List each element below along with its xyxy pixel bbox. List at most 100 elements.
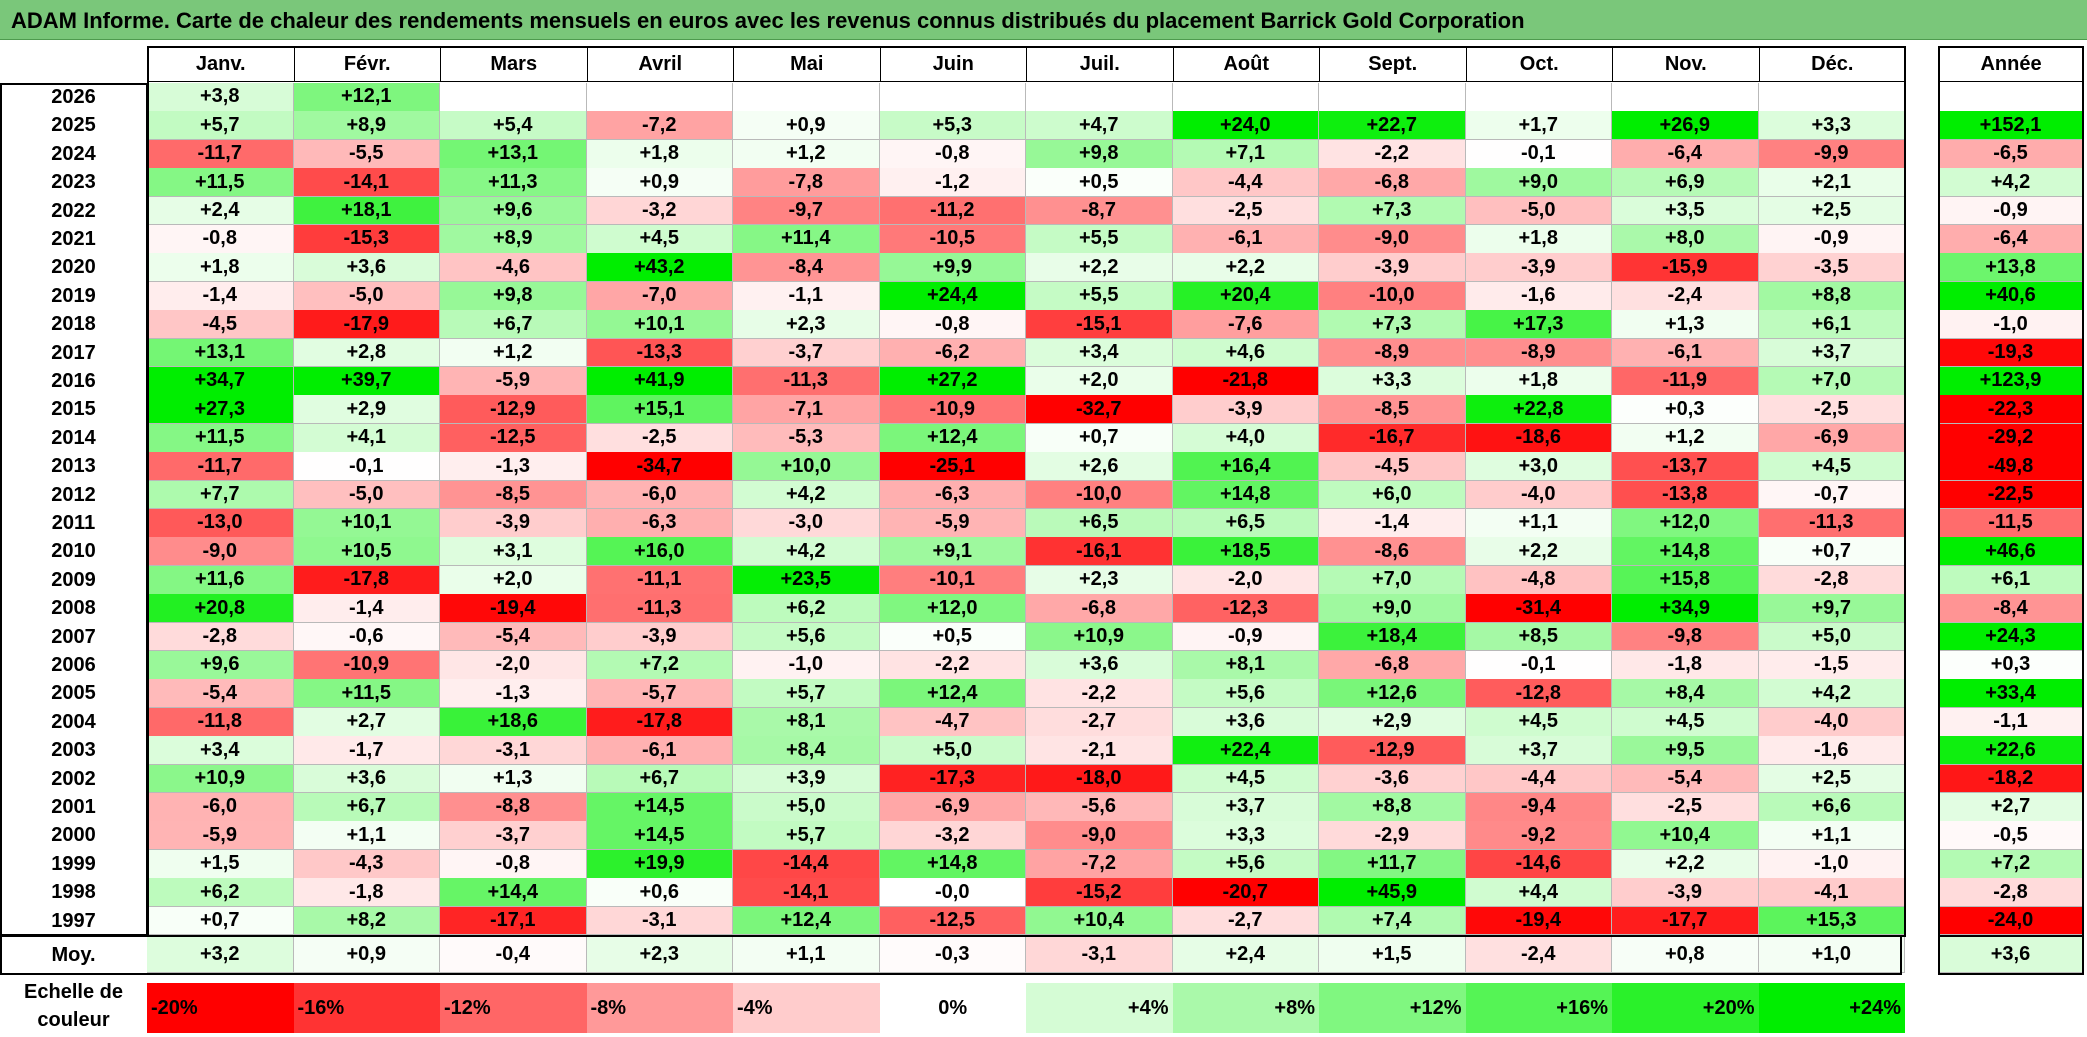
heatmap-cell: +10,1	[586, 310, 733, 340]
heatmap-cell: -2,9	[1319, 821, 1466, 851]
row-label: 2022	[0, 196, 147, 226]
heatmap-cell: -0,1	[1465, 139, 1612, 169]
heatmap-cell: -6,1	[586, 736, 733, 766]
title-bar: ADAM Informe. Carte de chaleur des rende…	[0, 0, 2087, 40]
legend-swatch: 0%	[879, 983, 1026, 1033]
heatmap-cell: +7,0	[1319, 565, 1466, 595]
heatmap-cell: -4,3	[293, 849, 440, 879]
heatmap-cell: -17,8	[586, 707, 733, 737]
heatmap-cell: +1,8	[147, 253, 294, 283]
heatmap-cell: +3,6	[1026, 651, 1173, 680]
heatmap-cell: -1,8	[293, 878, 440, 908]
heatmap-cell: +2,0	[1026, 367, 1173, 396]
chart-title: ADAM Informe. Carte de chaleur des rende…	[11, 8, 1525, 33]
heatmap-cell: +18,4	[1319, 622, 1466, 652]
average-row-label: Moy.	[0, 937, 147, 973]
heatmap-cell: -3,9	[1465, 253, 1612, 283]
heatmap-cell: -11,8	[147, 707, 294, 737]
heatmap-cell	[1465, 83, 1612, 112]
average-cell: +1,5	[1319, 937, 1466, 973]
heatmap-cell: +4,4	[1465, 878, 1612, 908]
heatmap-cell: +4,5	[1758, 452, 1905, 482]
heatmap-cell: -17,8	[293, 565, 440, 595]
heatmap-cell: -13,0	[147, 509, 294, 538]
heatmap-cell: -6,3	[586, 509, 733, 538]
row-label: 1999	[0, 849, 147, 879]
heatmap-cell: -25,1	[879, 452, 1026, 482]
heatmap-cell: +41,9	[586, 367, 733, 396]
column-header: Déc.	[1758, 46, 1906, 82]
heatmap-cell: +4,2	[733, 480, 880, 510]
heatmap-cell: +5,7	[733, 679, 880, 709]
heatmap-cell: +3,6	[1172, 707, 1319, 737]
heatmap-cell: +2,6	[1026, 452, 1173, 482]
heatmap-cell: -0,1	[293, 452, 440, 482]
year-total-cell: -2,8	[1938, 878, 2084, 908]
heatmap-cell: -7,6	[1172, 310, 1319, 340]
heatmap-cell: -15,3	[293, 225, 440, 254]
year-column-header: Année	[1938, 46, 2084, 82]
row-label: 2000	[0, 821, 147, 851]
heatmap-cell: -13,8	[1612, 480, 1759, 510]
heatmap-cell: +2,2	[1026, 253, 1173, 283]
heatmap-cell: -6,1	[1172, 225, 1319, 254]
heatmap-cell: +8,8	[1319, 793, 1466, 822]
row-label: 2007	[0, 622, 147, 652]
heatmap-cell: +14,8	[1172, 480, 1319, 510]
heatmap-cell: +20,4	[1172, 281, 1319, 311]
heatmap-cell: -0,0	[879, 878, 1026, 908]
heatmap-cell: +3,1	[440, 537, 587, 567]
heatmap-cell: +7,0	[1758, 367, 1905, 396]
heatmap-cell: -7,8	[733, 168, 880, 198]
heatmap-cell: -10,1	[879, 565, 1026, 595]
row-label: 2025	[0, 111, 147, 141]
heatmap-cell: +5,5	[1026, 281, 1173, 311]
heatmap-cell: -2,8	[1758, 565, 1905, 595]
heatmap-cell: +12,6	[1319, 679, 1466, 709]
heatmap-cell: +18,6	[440, 707, 587, 737]
heatmap-cell: -8,7	[1026, 196, 1173, 226]
heatmap-cell: +12,4	[879, 423, 1026, 453]
row-label: 2004	[0, 707, 147, 737]
heatmap-cell: -5,9	[879, 509, 1026, 538]
heatmap-cell: -7,2	[1026, 849, 1173, 879]
year-total-cell: -6,5	[1938, 139, 2084, 169]
heatmap-cell: +20,8	[147, 594, 294, 624]
year-total-cell: -19,3	[1938, 338, 2084, 368]
heatmap-cell: -1,6	[1465, 281, 1612, 311]
heatmap-cell	[1172, 83, 1319, 112]
heatmap-cell: +15,1	[586, 395, 733, 425]
heatmap-cell: -11,7	[147, 452, 294, 482]
heatmap-cell: +15,3	[1758, 906, 1905, 936]
column-header: Juil.	[1026, 46, 1174, 82]
heatmap-cell: +10,4	[1612, 821, 1759, 851]
heatmap-cell: -1,4	[293, 594, 440, 624]
heatmap-cell: -11,3	[733, 367, 880, 396]
heatmap-cell: +7,7	[147, 480, 294, 510]
heatmap-cell: -4,7	[879, 707, 1026, 737]
year-total-cell: -22,5	[1938, 480, 2084, 510]
heatmap-cell: +8,8	[1758, 281, 1905, 311]
heatmap-cell: +17,3	[1465, 310, 1612, 340]
heatmap-cell: +3,0	[1465, 452, 1612, 482]
heatmap-cell: +3,3	[1172, 821, 1319, 851]
heatmap-cell: -2,0	[440, 651, 587, 680]
heatmap-cell: +3,7	[1172, 793, 1319, 822]
heatmap-cell: -5,4	[1612, 764, 1759, 794]
heatmap-cell: +2,9	[1319, 707, 1466, 737]
year-total-cell: +0,3	[1938, 651, 2084, 680]
heatmap-cell: +5,6	[1172, 849, 1319, 879]
heatmap-cell: +6,6	[1758, 793, 1905, 822]
heatmap-cell: +0,7	[147, 906, 294, 936]
heatmap-cell: +12,4	[879, 679, 1026, 709]
heatmap-cell: -0,6	[293, 622, 440, 652]
heatmap-cell: -2,2	[1026, 679, 1173, 709]
heatmap-cell: +10,4	[1026, 906, 1173, 936]
row-label: 1997	[0, 906, 147, 936]
heatmap-cell: -32,7	[1026, 395, 1173, 425]
heatmap-cell: +19,9	[586, 849, 733, 879]
heatmap-cell: +5,6	[1172, 679, 1319, 709]
heatmap-cell: +0,5	[879, 622, 1026, 652]
heatmap-cell: -12,3	[1172, 594, 1319, 624]
heatmap-cell: +1,2	[440, 338, 587, 368]
